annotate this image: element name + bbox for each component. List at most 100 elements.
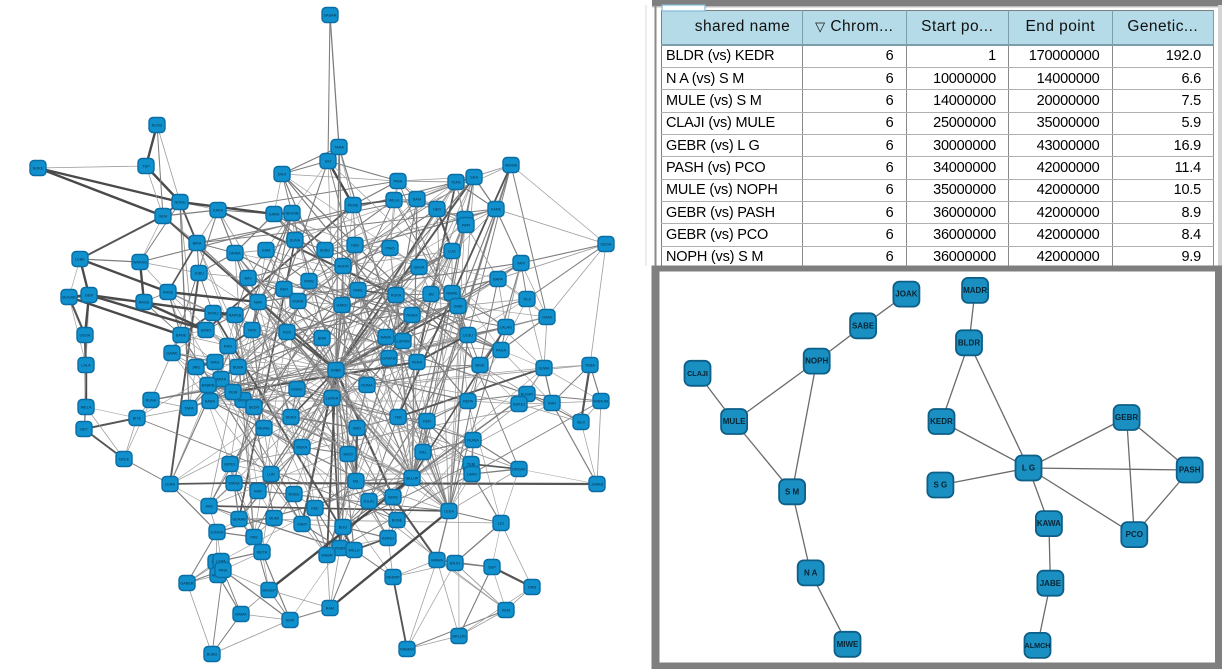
svg-text:NEWAL: NEWAL bbox=[257, 427, 270, 431]
svg-text:BRJO: BRJO bbox=[450, 562, 460, 566]
svg-text:NOKE: NOKE bbox=[33, 167, 44, 171]
svg-text:JULAL: JULAL bbox=[363, 500, 374, 504]
svg-text:PAPE: PAPE bbox=[304, 280, 314, 284]
svg-text:RUWA: RUWA bbox=[467, 439, 479, 443]
svg-text:SEDR: SEDR bbox=[249, 406, 260, 410]
svg-text:KAMI: KAMI bbox=[297, 523, 306, 527]
svg-text:GAM: GAM bbox=[262, 249, 271, 253]
svg-text:GERAB: GERAB bbox=[232, 518, 246, 522]
svg-text:S G: S G bbox=[934, 481, 948, 490]
svg-text:GABER: GABER bbox=[180, 582, 194, 586]
svg-text:WAKAG: WAKAG bbox=[133, 261, 147, 265]
svg-text:KEKEJ: KEKEJ bbox=[513, 403, 525, 407]
svg-text:RAR: RAR bbox=[254, 490, 262, 494]
svg-text:MADR: MADR bbox=[963, 286, 987, 295]
svg-text:S M: S M bbox=[785, 487, 800, 496]
svg-text:DRJI: DRJI bbox=[278, 173, 286, 177]
svg-text:JABE: JABE bbox=[1040, 579, 1062, 588]
svg-text:PEW: PEW bbox=[229, 391, 238, 395]
svg-text:BAM: BAM bbox=[413, 198, 421, 202]
svg-text:LUR: LUR bbox=[267, 473, 275, 477]
svg-text:BABRB: BABRB bbox=[202, 384, 215, 388]
svg-text:RASE: RASE bbox=[163, 291, 174, 295]
svg-text:RARUM: RARUM bbox=[594, 400, 608, 404]
svg-text:NOR: NOR bbox=[286, 619, 295, 623]
svg-text:BAGEP: BAGEP bbox=[262, 589, 276, 593]
svg-text:BAWE: BAWE bbox=[380, 336, 392, 340]
svg-text:PINA: PINA bbox=[219, 569, 228, 573]
svg-text:RUNA: RUNA bbox=[146, 399, 157, 403]
svg-text:TEBI: TEBI bbox=[467, 463, 475, 467]
svg-text:LESU: LESU bbox=[463, 334, 473, 338]
svg-text:KEM: KEM bbox=[502, 609, 510, 613]
svg-text:NOMA: NOMA bbox=[361, 384, 373, 388]
svg-text:NEN: NEN bbox=[433, 208, 441, 212]
svg-text:RER: RER bbox=[280, 288, 288, 292]
svg-text:GAWE: GAWE bbox=[166, 352, 178, 356]
svg-text:MIJO: MIJO bbox=[343, 453, 352, 457]
svg-text:BUBA: BUBA bbox=[233, 366, 244, 370]
svg-text:REDRP: REDRP bbox=[386, 576, 400, 580]
svg-text:GABI: GABI bbox=[453, 305, 462, 309]
svg-text:SABE: SABE bbox=[852, 321, 875, 330]
svg-text:RAM: RAM bbox=[326, 607, 334, 611]
svg-text:BITE: BITE bbox=[133, 417, 142, 421]
svg-text:BABA: BABA bbox=[205, 400, 216, 404]
svg-text:GER: GER bbox=[85, 294, 93, 298]
svg-text:BRLUM: BRLUM bbox=[452, 635, 465, 639]
svg-text:WELA: WELA bbox=[81, 406, 92, 410]
svg-text:BIPES: BIPES bbox=[224, 463, 236, 467]
svg-text:SANO: SANO bbox=[201, 329, 212, 333]
svg-text:WETA: WETA bbox=[257, 551, 268, 555]
svg-text:MULE: MULE bbox=[723, 417, 746, 426]
svg-text:TEPE: TEPE bbox=[451, 181, 461, 185]
svg-text:LEBE: LEBE bbox=[75, 258, 85, 262]
svg-text:GEGA: GEGA bbox=[414, 266, 425, 270]
svg-text:NOPH: NOPH bbox=[805, 357, 828, 366]
svg-text:BRM: BRM bbox=[318, 337, 326, 341]
svg-text:MIWE: MIWE bbox=[837, 640, 859, 649]
svg-text:WELU: WELU bbox=[349, 549, 360, 553]
svg-text:TAPA: TAPA bbox=[184, 407, 194, 411]
svg-text:WEBR: WEBR bbox=[321, 554, 333, 558]
svg-text:PAGA: PAGA bbox=[496, 349, 507, 353]
svg-text:KABR: KABR bbox=[331, 369, 342, 373]
svg-text:PENE: PENE bbox=[348, 204, 359, 208]
svg-text:ALMCH: ALMCH bbox=[1025, 641, 1051, 650]
svg-text:DRGAK: DRGAK bbox=[512, 468, 526, 472]
svg-text:MAMA: MAMA bbox=[235, 613, 247, 617]
svg-text:BAPA: BAPA bbox=[493, 278, 503, 282]
svg-text:PEBR: PEBR bbox=[335, 547, 346, 551]
svg-text:MUMI: MUMI bbox=[269, 517, 279, 521]
svg-text:SASAR: SASAR bbox=[324, 14, 337, 18]
svg-text:PAKE: PAKE bbox=[353, 289, 363, 293]
svg-text:GEBR: GEBR bbox=[1115, 413, 1138, 422]
svg-text:DRWA: DRWA bbox=[229, 252, 241, 256]
svg-text:LANO: LANO bbox=[467, 473, 477, 477]
svg-text:SUBU: SUBU bbox=[320, 249, 331, 253]
svg-text:PCO: PCO bbox=[1126, 530, 1143, 539]
svg-text:GARA: GARA bbox=[269, 213, 280, 217]
svg-text:LUPAW: LUPAW bbox=[396, 340, 409, 344]
svg-text:KARE: KARE bbox=[491, 208, 502, 212]
svg-text:WELA: WELA bbox=[389, 199, 400, 203]
svg-text:KARUJ: KARUJ bbox=[382, 537, 395, 541]
svg-text:SUNA: SUNA bbox=[290, 239, 301, 243]
svg-text:JIRU: JIRU bbox=[192, 366, 201, 370]
svg-text:LENA: LENA bbox=[165, 483, 175, 487]
svg-text:GAMI: GAMI bbox=[542, 316, 552, 320]
svg-text:GEGA: GEGA bbox=[80, 334, 91, 338]
svg-text:BUNE: BUNE bbox=[392, 519, 403, 523]
svg-text:NOBU: NOBU bbox=[175, 201, 186, 205]
svg-text:BIRA: BIRA bbox=[193, 242, 202, 246]
svg-text:SEJI: SEJI bbox=[577, 421, 585, 425]
svg-text:NAL: NAL bbox=[419, 451, 426, 455]
svg-text:WAWA: WAWA bbox=[431, 559, 443, 563]
svg-text:BUSAT: BUSAT bbox=[521, 393, 534, 397]
svg-text:WEWE: WEWE bbox=[505, 164, 518, 168]
svg-text:RER: RER bbox=[423, 420, 431, 424]
svg-text:BIGE: BIGE bbox=[475, 364, 485, 368]
svg-text:PAPI: PAPI bbox=[462, 224, 470, 228]
svg-text:MIL: MIL bbox=[353, 480, 359, 484]
svg-text:SUWA: SUWA bbox=[538, 367, 550, 371]
